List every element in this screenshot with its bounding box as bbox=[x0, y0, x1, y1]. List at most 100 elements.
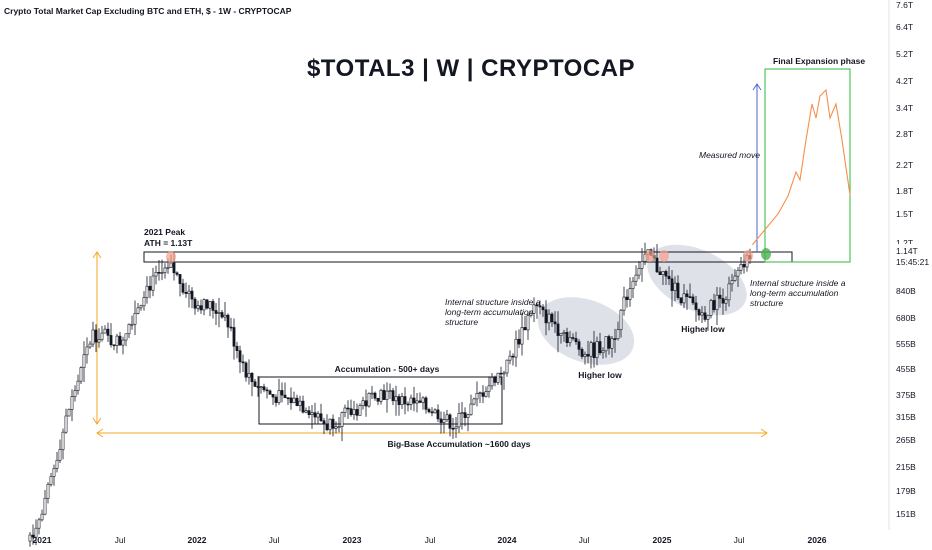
candle-body bbox=[349, 408, 353, 415]
candle-body bbox=[127, 324, 131, 335]
candle-body bbox=[532, 304, 536, 314]
projection-line bbox=[751, 88, 851, 246]
candle-body bbox=[82, 354, 86, 368]
x-tick-label: Jul bbox=[425, 535, 436, 545]
candle-body bbox=[109, 335, 113, 346]
candle-body bbox=[541, 306, 545, 311]
candle-body bbox=[391, 390, 395, 402]
candle-body bbox=[40, 513, 44, 521]
candle-body bbox=[301, 400, 305, 413]
candle-body bbox=[121, 339, 125, 346]
measured-move-label: Measured move bbox=[699, 150, 760, 160]
y-tick-label: 265B bbox=[896, 435, 916, 445]
candle-body bbox=[94, 329, 98, 343]
candle-body bbox=[601, 350, 605, 354]
candle-body bbox=[184, 291, 188, 294]
candle-body bbox=[208, 301, 212, 309]
x-tick-label: 2023 bbox=[343, 535, 362, 545]
candle-body bbox=[586, 354, 590, 357]
candle-body bbox=[283, 394, 287, 399]
higher-low-label-2: Higher low bbox=[681, 324, 725, 334]
candle-body bbox=[715, 294, 719, 311]
internal-structure-label-1: long-term accumulation bbox=[445, 307, 534, 317]
candle-body bbox=[724, 299, 728, 304]
candle-body bbox=[145, 285, 149, 298]
internal-structure-label-1: Internal structure inside a bbox=[445, 297, 541, 307]
touch-marker bbox=[659, 250, 669, 262]
arrowhead bbox=[760, 428, 768, 438]
candle-body bbox=[604, 336, 608, 352]
candle-body bbox=[640, 261, 644, 269]
candle-body bbox=[172, 262, 176, 274]
candle-body bbox=[136, 307, 140, 314]
candle-body bbox=[655, 257, 659, 273]
accumulation-box bbox=[258, 376, 503, 425]
candle-body bbox=[688, 296, 692, 298]
accumulation-label: Accumulation - 500+ days bbox=[335, 364, 440, 374]
candle-body bbox=[319, 413, 323, 421]
candle-body bbox=[73, 390, 77, 397]
candle-body bbox=[433, 409, 437, 414]
candle-body bbox=[151, 275, 155, 291]
candle-body bbox=[637, 267, 641, 276]
candle-body bbox=[559, 333, 563, 336]
candle-body bbox=[703, 312, 707, 320]
candle-body bbox=[289, 397, 293, 404]
candle-body bbox=[427, 409, 431, 413]
candle-body bbox=[259, 386, 263, 389]
candle-body bbox=[262, 386, 266, 391]
candle-body bbox=[367, 393, 371, 407]
candle-body bbox=[154, 271, 158, 277]
candle-body bbox=[580, 349, 584, 357]
candle-body bbox=[247, 373, 251, 378]
candle-body bbox=[484, 391, 488, 397]
candle-body bbox=[385, 390, 389, 400]
candle-body bbox=[160, 272, 164, 274]
candle-body bbox=[700, 312, 704, 316]
candle-body bbox=[472, 398, 476, 405]
candle-body bbox=[34, 527, 38, 538]
candle-body bbox=[286, 397, 290, 400]
internal-structure-label-2: Internal structure inside a bbox=[750, 278, 846, 288]
y-tick-label: 179B bbox=[896, 486, 916, 496]
candle-body bbox=[103, 328, 107, 334]
candle-body bbox=[49, 476, 53, 485]
candle-body bbox=[256, 386, 260, 388]
candle-body bbox=[661, 271, 665, 275]
candle-body bbox=[100, 332, 104, 340]
x-tick-label: Jul bbox=[734, 535, 745, 545]
candle-body bbox=[676, 282, 680, 298]
candle-body bbox=[133, 312, 137, 325]
candle-body bbox=[46, 484, 50, 499]
touch-marker bbox=[166, 251, 176, 263]
candle-body bbox=[457, 412, 461, 428]
chart-title: $TOTAL3 | W | CRYPTOCAP bbox=[307, 55, 635, 82]
candle-body bbox=[343, 407, 347, 413]
candle-body bbox=[511, 355, 515, 358]
candle-body bbox=[499, 372, 503, 375]
candle-body bbox=[79, 367, 83, 382]
candle-body bbox=[328, 418, 332, 431]
candle-body bbox=[361, 400, 365, 406]
candle-body bbox=[592, 342, 596, 359]
x-tick-label: 2021 bbox=[33, 535, 52, 545]
candle-body bbox=[142, 297, 146, 307]
candle-body bbox=[229, 326, 233, 329]
candle-body bbox=[88, 343, 92, 348]
candle-body bbox=[223, 314, 227, 318]
candle-body bbox=[436, 409, 440, 420]
candle-body bbox=[706, 314, 710, 320]
candle-body bbox=[631, 280, 635, 289]
candle-body bbox=[610, 338, 614, 349]
candle-body bbox=[43, 497, 47, 515]
candle-body bbox=[226, 314, 230, 328]
candle-body bbox=[376, 397, 380, 402]
candle-body bbox=[421, 397, 425, 403]
y-tick-label: 5.2T bbox=[896, 49, 913, 59]
candle-body bbox=[658, 271, 662, 275]
candle-body bbox=[211, 301, 215, 311]
candle-body bbox=[667, 275, 671, 280]
candle-body bbox=[61, 431, 65, 450]
candle-body bbox=[379, 389, 383, 402]
